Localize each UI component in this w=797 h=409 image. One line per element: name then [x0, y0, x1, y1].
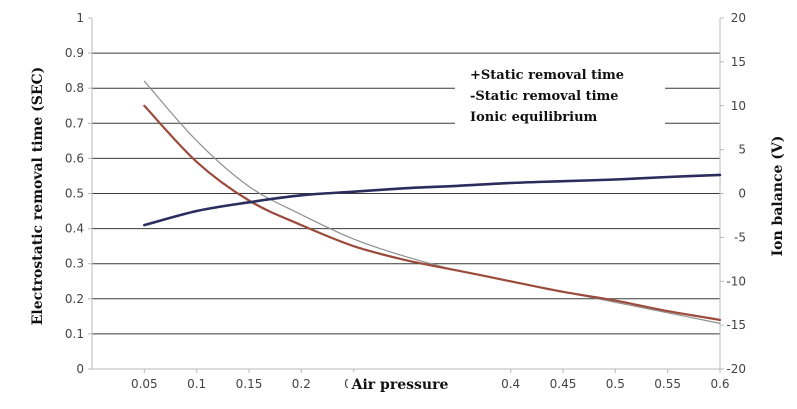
left-tick-label: 0.7: [65, 116, 84, 130]
x-tick-label: 0.5: [606, 377, 625, 391]
right-tick-label: 5: [738, 143, 746, 157]
left-tick-labels: 0 0.1 0.2 0.3 0.4 0.5 0.6 0.7 0.8 0.9 1: [65, 11, 92, 376]
x-tick-label: 0.2: [292, 377, 311, 391]
legend-entry-plus-static: +Static removal time: [470, 68, 624, 83]
left-tick-label: 0.1: [65, 327, 84, 341]
x-tick-label: 0.1: [187, 377, 206, 391]
right-tick-label: 0: [738, 187, 746, 201]
right-tick-label: 20: [731, 11, 746, 25]
left-axis-title: Electrostatic removal time (SEC): [30, 67, 46, 326]
left-tick-label: 0.2: [65, 292, 84, 306]
right-axis-title: Ion balance (V): [770, 136, 786, 257]
right-tick-labels: 20 15 10 5 0 -5 -10 -15 -20: [720, 11, 746, 376]
x-tick-label: 0.05: [131, 377, 158, 391]
x-tick-label: 0.45: [550, 377, 577, 391]
left-tick-label: 1: [76, 11, 84, 25]
x-tick-label: 0.6: [710, 377, 729, 391]
left-tick-label: 0.9: [65, 46, 84, 60]
right-tick-label: 15: [731, 55, 746, 69]
left-tick-label: 0.4: [65, 222, 84, 236]
x-tick-label: 0.15: [236, 377, 263, 391]
left-tick-label: 0.3: [65, 257, 84, 271]
x-tick-label: 0.4: [501, 377, 520, 391]
right-tick-label: -5: [734, 230, 746, 244]
series-minus-static-line: [143, 104, 722, 321]
x-axis-title: Air pressure: [351, 377, 449, 393]
right-tick-label: -20: [726, 362, 746, 376]
gridlines: [92, 52, 720, 335]
legend-entry-ionic-equilibrium: Ionic equilibrium: [470, 110, 598, 125]
right-tick-label: 10: [731, 99, 746, 113]
series-plus-static-line: [143, 80, 721, 324]
legend-entry-minus-static: -Static removal time: [470, 89, 619, 104]
x-tick-label: 0.55: [654, 377, 681, 391]
left-tick-label: 0.5: [65, 187, 84, 201]
series-ionic-equilibrium-line: [143, 173, 722, 227]
right-tick-label: -10: [726, 274, 746, 288]
right-tick-label: -15: [726, 318, 746, 332]
left-tick-label: 0.6: [65, 151, 84, 165]
x-axis-title-background: [348, 372, 452, 396]
left-tick-label: 0.8: [65, 81, 84, 95]
left-tick-label: 0: [76, 362, 84, 376]
series-lines: [143, 80, 722, 324]
legend-box: [455, 58, 665, 128]
